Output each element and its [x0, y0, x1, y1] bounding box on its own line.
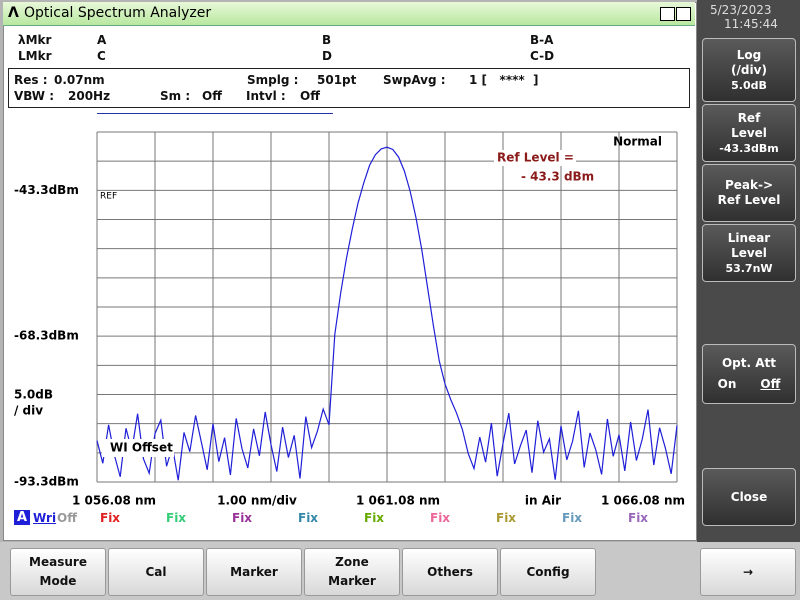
x-span-label: 1.00 nm/div: [217, 494, 297, 508]
trace-label[interactable]: A: [14, 510, 30, 525]
maximize-button[interactable]: [676, 7, 691, 21]
fixed-trace[interactable]: Fix: [430, 511, 451, 525]
marker-label: D: [322, 49, 332, 63]
button-text: →: [742, 564, 754, 579]
window-title: Optical Spectrum Analyzer: [24, 5, 212, 21]
setting-label: Smplg :: [247, 73, 299, 87]
setting-value: 0.07nm: [54, 73, 105, 87]
marker-label: A: [97, 33, 107, 47]
button-text: Level: [731, 125, 767, 140]
button-text: Log: [736, 47, 762, 62]
button-text: Ref Level: [717, 193, 781, 207]
fixed-trace[interactable]: Fix: [166, 511, 187, 525]
minimize-button[interactable]: [660, 7, 675, 21]
setting-value: Off: [300, 89, 320, 103]
button-text: Level: [731, 245, 767, 260]
trace-state: Off: [57, 511, 77, 525]
toggle: On Off: [703, 377, 795, 392]
button-text: Linear: [727, 230, 771, 245]
setting-label: Intvl :: [246, 89, 286, 103]
button-text: Ref: [737, 110, 761, 125]
setting-value: Off: [202, 89, 222, 103]
button-text: Zone: [335, 555, 369, 569]
ref-marker: REF: [100, 192, 117, 202]
button-text: Others: [427, 564, 473, 579]
setting-value: 1 [ **** ]: [469, 73, 539, 87]
marker-label: LMkr: [18, 49, 52, 63]
button-text: -43.3dBm: [719, 141, 779, 155]
time: 11:45:44: [724, 17, 778, 31]
setting-label: Sm :: [160, 89, 191, 103]
bottom-button[interactable]: →: [700, 548, 796, 596]
marker-label: B-A: [530, 33, 554, 47]
side-button[interactable]: Peak-> Ref Level: [702, 164, 796, 222]
fixed-trace[interactable]: Fix: [496, 511, 517, 525]
x-tick-label: 1 056.08 nm: [72, 494, 156, 508]
y-tick-label: -93.3dBm: [14, 475, 79, 489]
x-tick-label: 1 066.08 nm: [601, 494, 685, 508]
fixed-trace[interactable]: Fix: [364, 511, 385, 525]
title-bar: [3, 2, 695, 26]
button-text: Marker: [230, 564, 278, 579]
fixed-trace[interactable]: Fix: [232, 511, 253, 525]
off-option: Off: [760, 377, 781, 391]
close-button[interactable]: Close: [702, 468, 796, 526]
bottom-button[interactable]: Cal: [108, 548, 204, 596]
button-text: Cal: [145, 564, 167, 579]
app-icon: Λ: [8, 5, 19, 21]
button-text: Close: [730, 489, 768, 504]
separator: [97, 113, 333, 114]
setting-label: SwpAvg :: [383, 73, 446, 87]
marker-label: C: [97, 49, 106, 63]
button-text: Mode: [39, 574, 77, 588]
y-tick-label: -68.3dBm: [14, 329, 79, 343]
bottom-button[interactable]: Marker: [206, 548, 302, 596]
fixed-trace[interactable]: Fix: [298, 511, 319, 525]
opt-att-button[interactable]: Opt. Att On Off: [702, 344, 796, 404]
button-text: Opt. Att: [721, 356, 777, 370]
ref-level-value: - 43.3 dBm: [521, 170, 594, 184]
setting-value: 200Hz: [68, 89, 111, 103]
setting-value: 501pt: [317, 73, 357, 87]
y-tick-label: -43.3dBm: [14, 183, 79, 197]
fixed-trace[interactable]: Fix: [628, 511, 649, 525]
button-text: Marker: [328, 574, 376, 588]
on-option: On: [717, 377, 737, 391]
fixed-trace[interactable]: Fix: [562, 511, 583, 525]
fixed-trace[interactable]: Fix: [100, 511, 121, 525]
ref-level-label: Ref Level =: [497, 151, 574, 165]
settings-box: [8, 68, 690, 108]
date: 5/23/2023: [710, 3, 772, 17]
spectrum-chart: -43.3dBm -68.3dBm -93.3dBm 1 056.08 nm 1 061…: [14, 131, 685, 508]
bottom-button[interactable]: Others: [402, 548, 498, 596]
bottom-button[interactable]: Zone Marker: [304, 548, 400, 596]
button-text: (/div): [731, 62, 767, 77]
label-background: [102, 439, 174, 457]
x-tick-label: 1 061.08 nm: [356, 494, 440, 508]
side-button[interactable]: Ref Level -43.3dBm: [702, 104, 796, 162]
mode-label: Normal: [613, 135, 662, 149]
marker-label: B: [322, 33, 332, 47]
trace-line: [96, 146, 678, 481]
setting-label: Res :: [14, 73, 48, 87]
side-button[interactable]: Linear Level 53.7nW: [702, 224, 796, 282]
offset-label: WI Offset: [110, 441, 173, 455]
marker-label: λMkr: [18, 33, 52, 47]
button-text: Peak->: [724, 178, 774, 192]
bottom-button[interactable]: Config: [500, 548, 596, 596]
side-button[interactable]: Log (/div) 5.0dB: [702, 38, 796, 102]
button-text: Config: [526, 564, 570, 579]
button-text: 5.0dB: [731, 78, 767, 92]
label-background: [494, 150, 576, 166]
setting-label: VBW :: [14, 89, 54, 103]
scale-label: / div: [14, 404, 43, 418]
medium-label: in Air: [525, 494, 561, 508]
scale-label: 5.0dB: [14, 388, 53, 402]
bottom-button[interactable]: Measure Mode: [10, 548, 106, 596]
button-text: Measure: [29, 555, 87, 569]
button-text: 53.7nW: [725, 261, 773, 275]
marker-label: C-D: [530, 49, 555, 63]
trace-mode: Wri: [33, 511, 57, 525]
